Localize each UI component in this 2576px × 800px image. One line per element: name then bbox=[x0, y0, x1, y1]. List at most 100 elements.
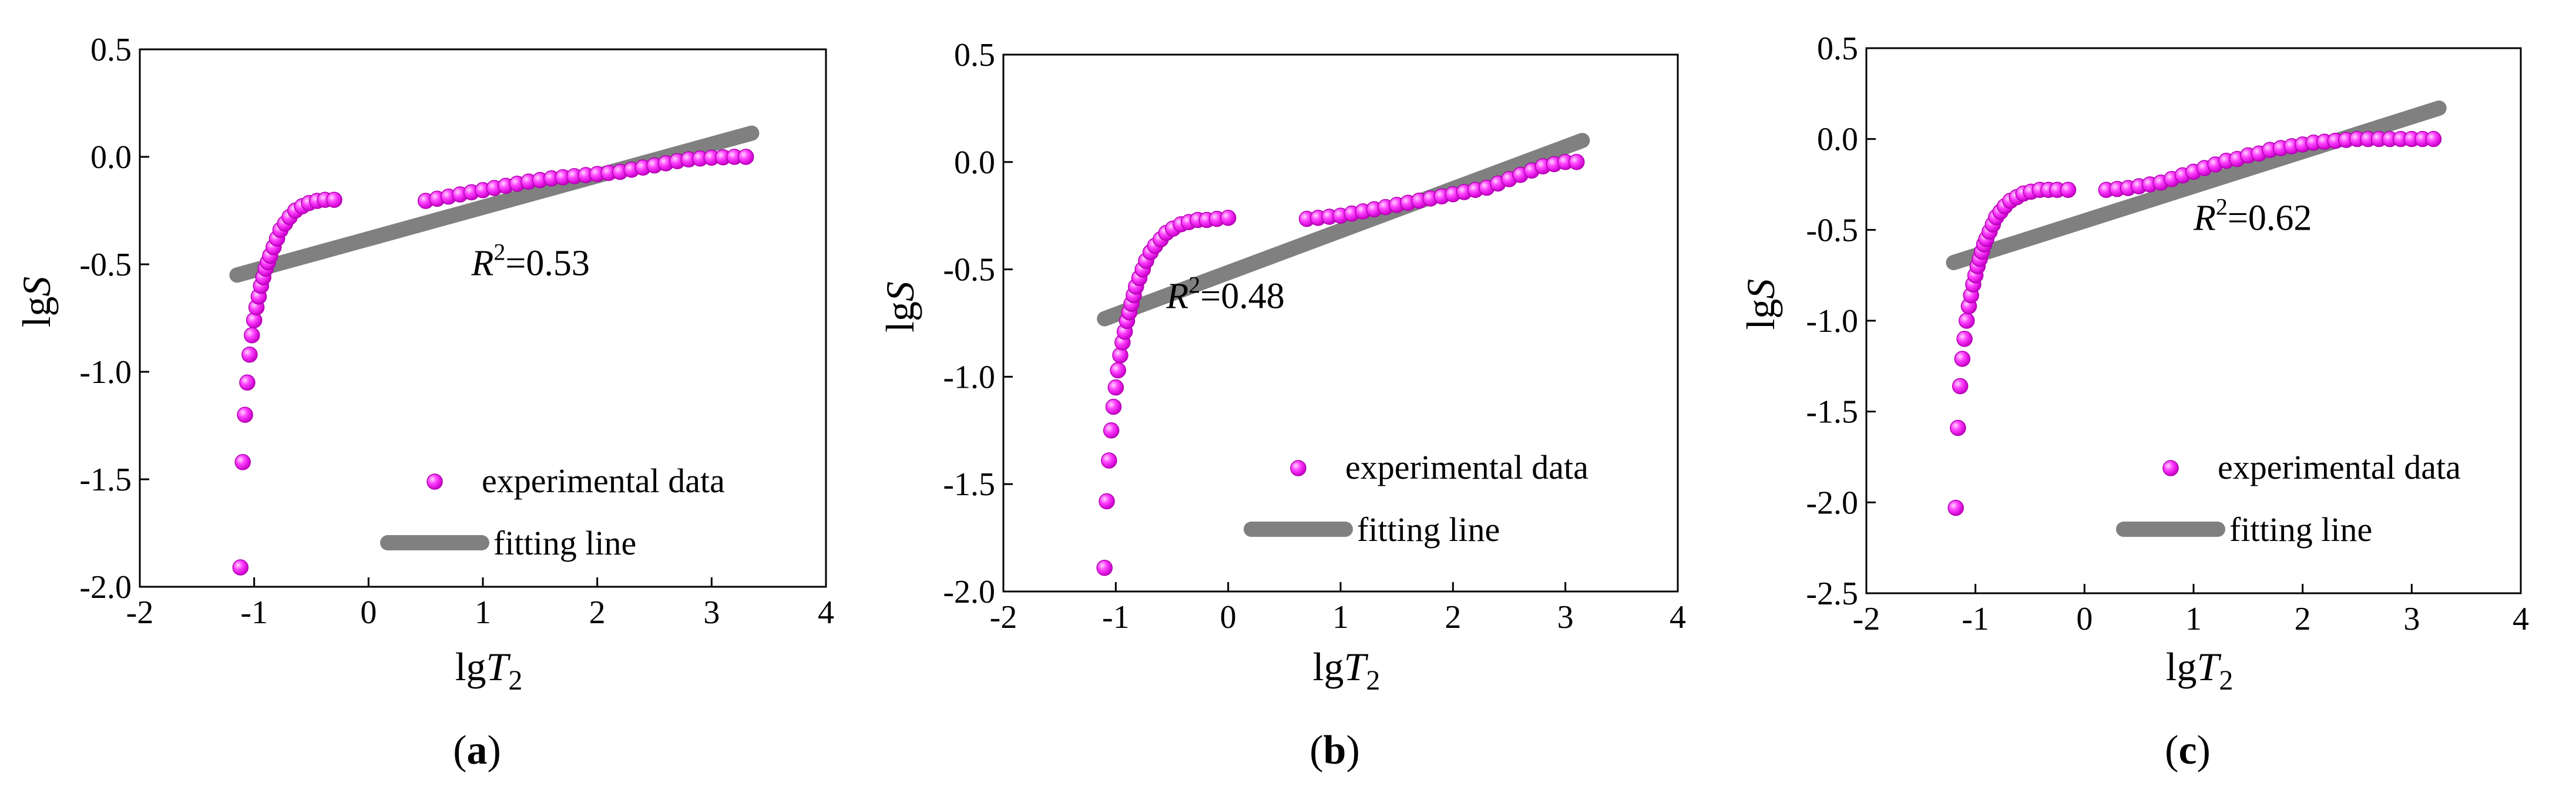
y-tick: -2.5 bbox=[1806, 576, 1876, 612]
y-tick-label: -1.0 bbox=[79, 354, 132, 391]
y-tick: -2.0 bbox=[1806, 485, 1876, 521]
experimental-data-series bbox=[232, 149, 754, 576]
legend-label-line: fitting line bbox=[1357, 510, 1500, 549]
y-tick: -0.5 bbox=[79, 247, 149, 283]
y-axis-title: lgS bbox=[1738, 279, 1783, 330]
y-tick: -1.0 bbox=[943, 359, 1013, 395]
y-tick: -1.5 bbox=[943, 466, 1013, 503]
y-axis-title: lgS bbox=[14, 277, 59, 328]
chart-panel-c: -2 -1 0 1 2 3 40.50.0-0.5-1.0-1.5-2.0-2.5lgT2l… bbox=[1738, 31, 2529, 773]
x-tick-label: -2 bbox=[1853, 601, 1880, 637]
y-tick-label: -1.0 bbox=[1806, 303, 1858, 340]
y-tick-label: -1.5 bbox=[1806, 394, 1858, 431]
data-point bbox=[737, 149, 754, 165]
x-tick-label: 3 bbox=[1557, 599, 1574, 636]
x-tick-label: -2 bbox=[126, 594, 154, 631]
x-tick: 0 bbox=[360, 577, 377, 631]
x-tick-label: 1 bbox=[1332, 599, 1349, 636]
r-squared-symbol: R bbox=[471, 243, 494, 283]
y-tick-label: 0.5 bbox=[1817, 31, 1858, 67]
y-tick-label: -2.0 bbox=[1806, 485, 1858, 521]
chart-panel-a: -2 -1 0 1 2 3 40.50.0-0.5-1.0-1.5-2.0lgT2lgSR2… bbox=[14, 32, 834, 773]
x-tick: 4 bbox=[818, 577, 834, 631]
y-tick: -1.5 bbox=[1806, 394, 1876, 431]
y-tick: -1.0 bbox=[1806, 303, 1876, 340]
data-point bbox=[234, 453, 251, 470]
data-point bbox=[1950, 419, 1966, 436]
x-axis-title-var: T bbox=[486, 644, 511, 689]
data-point bbox=[1947, 499, 1964, 516]
data-point bbox=[1101, 452, 1117, 469]
x-tick: 0 bbox=[2076, 584, 2093, 637]
data-point bbox=[2060, 181, 2077, 199]
data-point bbox=[1569, 154, 1585, 170]
x-tick: 0 bbox=[1220, 582, 1237, 636]
x-axis-title-sub: 2 bbox=[2219, 665, 2233, 696]
y-tick-label: 0.0 bbox=[954, 144, 995, 181]
caption-open: ( bbox=[453, 728, 466, 773]
data-point bbox=[1956, 331, 1973, 347]
y-tick: 0.5 bbox=[1817, 31, 1876, 67]
x-tick: 1 bbox=[1332, 582, 1349, 636]
legend-label-scatter: experimental data bbox=[2218, 448, 2461, 486]
x-tick-label: -2 bbox=[990, 599, 1017, 636]
x-tick-label: 0 bbox=[360, 594, 377, 631]
y-tick-label: -2.0 bbox=[79, 569, 132, 606]
legend: experimental data fitting line bbox=[1244, 448, 1588, 549]
legend: experimental data fitting line bbox=[2116, 448, 2461, 549]
legend-label-line: fitting line bbox=[2229, 510, 2372, 549]
experimental-data-series bbox=[1096, 154, 1585, 576]
data-point bbox=[1105, 398, 1122, 415]
legend-label-line: fitting line bbox=[493, 524, 636, 562]
r-squared-value: =0.53 bbox=[505, 243, 589, 283]
x-tick-label: 3 bbox=[2403, 601, 2420, 637]
y-tick-label: 0.0 bbox=[90, 139, 132, 176]
x-tick: 3 bbox=[1557, 582, 1574, 636]
data-point bbox=[239, 374, 256, 391]
y-tick: -0.5 bbox=[1806, 212, 1876, 248]
y-tick: -2.0 bbox=[943, 574, 1013, 610]
x-tick: -1 bbox=[240, 577, 268, 631]
r-squared-symbol: R bbox=[2193, 198, 2216, 238]
data-point bbox=[244, 327, 260, 344]
x-tick: 3 bbox=[2403, 584, 2420, 637]
r-squared-value: =0.62 bbox=[2228, 198, 2312, 238]
x-axis-title-base: lg bbox=[455, 644, 486, 689]
legend-marker-scatter bbox=[1290, 460, 1307, 476]
y-tick: -0.5 bbox=[943, 252, 1013, 288]
r-squared-label: R2=0.53 bbox=[471, 238, 590, 283]
x-tick-label: 3 bbox=[703, 594, 720, 631]
r-squared-label: R2=0.48 bbox=[1166, 271, 1284, 316]
y-axis-title-base: lg bbox=[14, 297, 59, 328]
y-tick: 0.5 bbox=[954, 37, 1013, 73]
x-tick: 3 bbox=[703, 577, 720, 631]
x-axis-title-sub: 2 bbox=[508, 665, 522, 696]
caption-letter: a bbox=[467, 728, 488, 773]
y-tick-label: 0.5 bbox=[90, 32, 132, 68]
data-point bbox=[1096, 560, 1113, 576]
y-axis-title-var: S bbox=[878, 281, 922, 301]
x-tick-label: -1 bbox=[1102, 599, 1130, 636]
y-tick: 0.0 bbox=[1817, 122, 1876, 158]
legend-marker-scatter bbox=[2162, 460, 2179, 476]
legend-label-scatter: experimental data bbox=[1345, 448, 1588, 486]
x-axis-title-var: T bbox=[2197, 644, 2222, 689]
x-tick-label: 4 bbox=[818, 594, 834, 631]
data-point bbox=[241, 346, 258, 363]
y-tick-label: -1.0 bbox=[943, 359, 995, 395]
data-point bbox=[1103, 422, 1120, 439]
x-tick: -1 bbox=[1962, 584, 1989, 637]
caption-close: ) bbox=[488, 728, 501, 773]
x-tick-label: 0 bbox=[2076, 601, 2093, 637]
x-tick-label: -1 bbox=[240, 594, 268, 631]
x-tick: -2 bbox=[126, 577, 154, 631]
data-point bbox=[1952, 378, 1969, 395]
caption-letter: c bbox=[2178, 728, 2197, 773]
x-tick: 2 bbox=[1445, 582, 1461, 636]
caption-letter: b bbox=[1324, 728, 1346, 773]
x-axis-title-sub: 2 bbox=[1366, 665, 1380, 696]
y-axis-title: lgS bbox=[878, 281, 922, 332]
x-tick: 2 bbox=[2295, 584, 2311, 637]
data-point bbox=[1099, 493, 1115, 510]
